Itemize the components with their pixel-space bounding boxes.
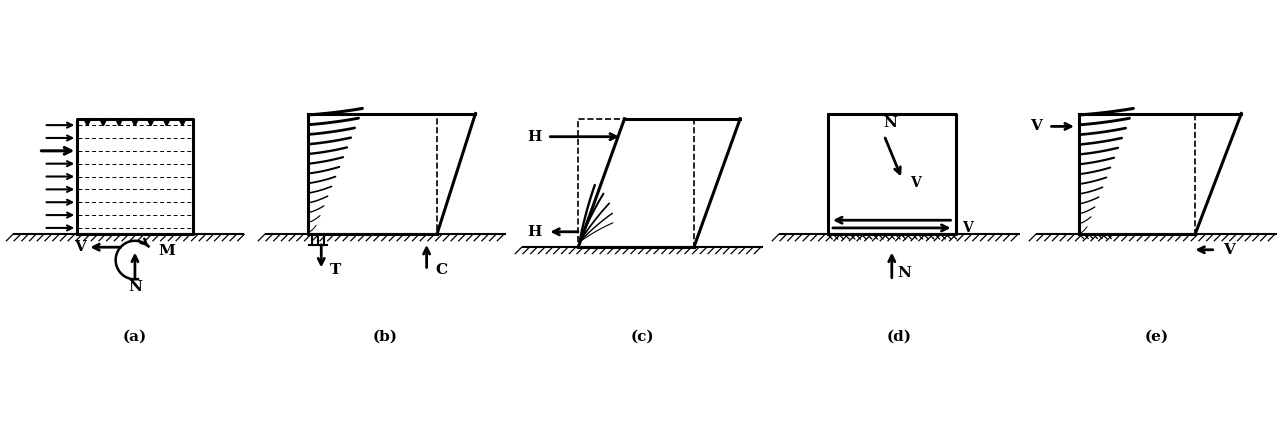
- Text: V: V: [1029, 120, 1042, 133]
- Text: (c): (c): [631, 330, 654, 344]
- Text: V: V: [910, 176, 920, 190]
- Text: V: V: [1223, 243, 1235, 257]
- Text: (b): (b): [373, 330, 398, 344]
- Text: N: N: [128, 280, 141, 294]
- Text: T: T: [330, 263, 342, 277]
- Text: H: H: [527, 225, 542, 239]
- Text: V: V: [73, 240, 86, 254]
- Text: (a): (a): [123, 330, 146, 344]
- Text: (d): (d): [887, 330, 912, 344]
- Text: (e): (e): [1145, 330, 1168, 344]
- Text: C: C: [436, 263, 447, 277]
- Text: N: N: [884, 116, 897, 130]
- Text: M: M: [158, 244, 175, 258]
- Text: H: H: [527, 130, 542, 144]
- Text: V: V: [962, 221, 973, 235]
- Text: N: N: [897, 266, 911, 280]
